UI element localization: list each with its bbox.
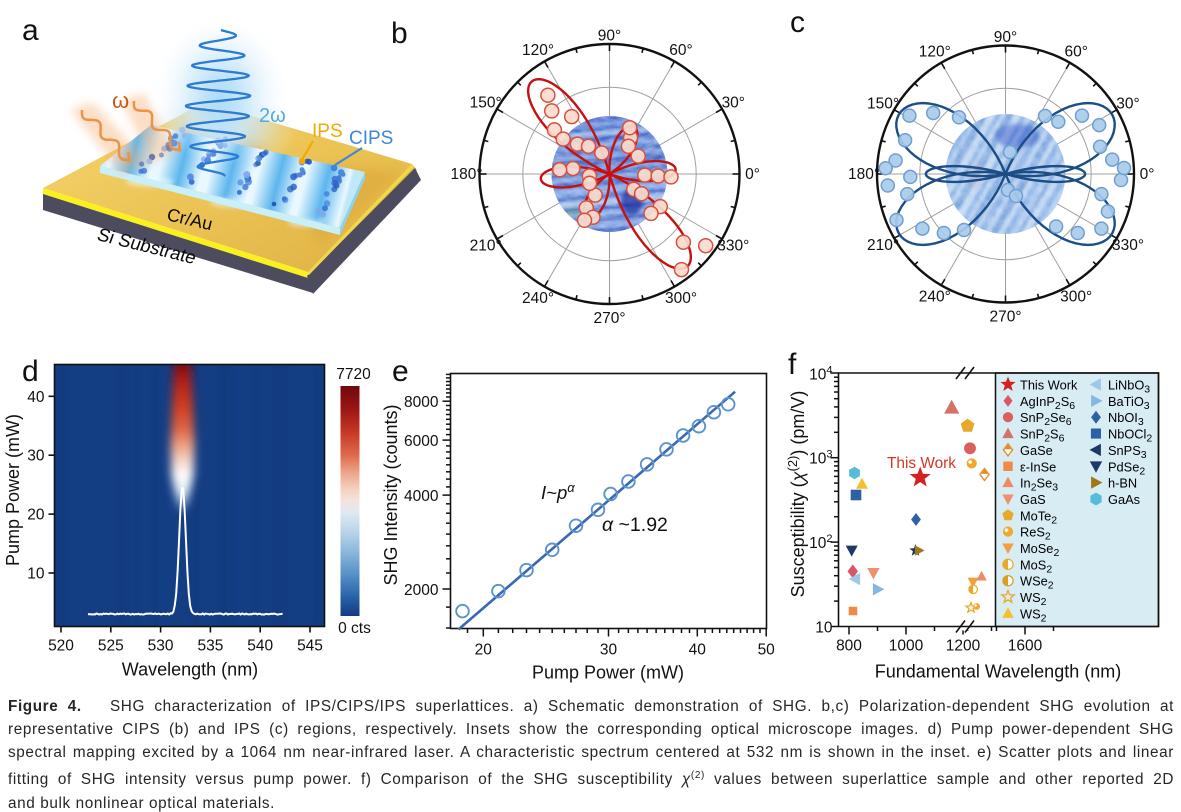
svg-text:ReS2​: ReS2​ — [1020, 525, 1051, 543]
svg-text:ω: ω — [112, 88, 129, 113]
svg-text:60°: 60° — [1064, 44, 1087, 61]
svg-text:60°: 60° — [669, 42, 692, 59]
svg-text:8000: 8000 — [404, 394, 439, 411]
svg-text:0°: 0° — [1140, 166, 1155, 183]
svg-text:PdSe2​: PdSe2​ — [1108, 459, 1145, 477]
svg-text:330°: 330° — [1112, 237, 1144, 254]
svg-text:ε-InSe: ε-InSe — [1020, 459, 1056, 474]
svg-text:This Work: This Work — [1020, 378, 1078, 393]
svg-text:530: 530 — [148, 638, 174, 655]
svg-text:MoTe2​: MoTe2​ — [1020, 508, 1057, 526]
svg-text:50: 50 — [758, 642, 776, 659]
svg-text:2ω: 2ω — [259, 105, 286, 127]
svg-text:GaS: GaS — [1020, 492, 1046, 507]
svg-text:20: 20 — [27, 507, 45, 524]
svg-text:520: 520 — [48, 638, 74, 655]
svg-text:4000: 4000 — [404, 488, 439, 505]
svg-text:30: 30 — [27, 448, 45, 465]
svg-text:NbOCl2​: NbOCl2​ — [1108, 427, 1152, 445]
svg-text:GaSe: GaSe — [1020, 443, 1053, 458]
svg-text:1600: 1600 — [1008, 638, 1043, 655]
svg-text:2000: 2000 — [404, 582, 439, 599]
svg-text:WS2​: WS2​ — [1020, 606, 1047, 624]
svg-text:I~pα: I~pα — [541, 480, 575, 504]
svg-text:c: c — [790, 6, 805, 39]
svg-text:40: 40 — [689, 642, 707, 659]
svg-text:MoS2​: MoS2​ — [1020, 557, 1052, 575]
svg-text:BaTiO3​: BaTiO3​ — [1108, 394, 1150, 412]
svg-text:SHG Intensity (counts): SHG Intensity (counts) — [381, 404, 401, 585]
svg-text:NbOI3​: NbOI3​ — [1108, 410, 1144, 428]
svg-text:210°: 210° — [867, 237, 899, 254]
svg-text:800: 800 — [836, 638, 862, 655]
svg-text:Susceptibility (χ(2)) (pm/V): Susceptibility (χ(2)) (pm/V) — [785, 391, 809, 598]
svg-text:7720: 7720 — [336, 366, 371, 383]
svg-text:270°: 270° — [989, 309, 1021, 326]
svg-text:a: a — [22, 14, 39, 47]
svg-text:SnPS3​: SnPS3​ — [1108, 443, 1147, 461]
svg-text:270°: 270° — [593, 310, 625, 327]
svg-text:240°: 240° — [919, 289, 951, 306]
svg-text:240°: 240° — [522, 290, 554, 307]
svg-text:90°: 90° — [598, 28, 621, 45]
svg-text:30°: 30° — [1116, 95, 1139, 112]
svg-text:30: 30 — [600, 642, 618, 659]
svg-text:180°: 180° — [848, 166, 880, 183]
svg-text:6000: 6000 — [404, 433, 439, 450]
svg-text:GaAs: GaAs — [1108, 492, 1140, 507]
svg-text:WS2​: WS2​ — [1020, 590, 1047, 608]
svg-text:In2​Se3​: In2​Se3​ — [1020, 476, 1058, 494]
svg-text:535: 535 — [197, 638, 223, 655]
svg-text:300°: 300° — [665, 290, 697, 307]
svg-text:545: 545 — [297, 638, 323, 655]
svg-text:300°: 300° — [1060, 289, 1092, 306]
svg-text:IPS: IPS — [312, 121, 343, 142]
svg-text:Pump Power (mW): Pump Power (mW) — [3, 414, 23, 566]
svg-text:MoSe2​: MoSe2​ — [1020, 541, 1059, 559]
svg-text:b: b — [391, 17, 408, 50]
svg-text:AgInP2​S6​: AgInP2​S6​ — [1020, 394, 1075, 412]
svg-text:120°: 120° — [522, 42, 554, 59]
svg-text:α ~1.92: α ~1.92 — [602, 514, 668, 536]
svg-text:90°: 90° — [994, 29, 1017, 46]
svg-text:LiNbO3​: LiNbO3​ — [1108, 378, 1150, 396]
svg-text:150°: 150° — [867, 95, 899, 112]
svg-text:SnP2​Se6​: SnP2​Se6​ — [1020, 410, 1072, 428]
svg-text:150°: 150° — [470, 95, 502, 112]
svg-text:180°: 180° — [450, 166, 482, 183]
svg-text:30°: 30° — [722, 95, 745, 112]
svg-text:1000: 1000 — [889, 638, 924, 655]
svg-text:120°: 120° — [919, 44, 951, 61]
svg-text:e: e — [392, 355, 409, 388]
svg-text:210°: 210° — [470, 238, 502, 255]
svg-text:h-BN: h-BN — [1108, 476, 1137, 491]
svg-text:CIPS: CIPS — [349, 128, 393, 149]
svg-text:SnP2​S6​: SnP2​S6​ — [1020, 427, 1065, 445]
svg-text:525: 525 — [98, 638, 124, 655]
svg-text:This Work: This Work — [887, 455, 956, 472]
svg-text:f: f — [788, 348, 797, 381]
svg-text:Wavelength (nm): Wavelength (nm) — [122, 660, 258, 680]
svg-text:WSe2​: WSe2​ — [1020, 574, 1054, 592]
svg-text:d: d — [22, 355, 39, 388]
svg-text:540: 540 — [247, 638, 273, 655]
svg-text:0°: 0° — [745, 166, 760, 183]
svg-text:10: 10 — [815, 620, 833, 637]
svg-text:Pump Power (mW): Pump Power (mW) — [532, 663, 684, 683]
svg-text:0 cts: 0 cts — [338, 620, 371, 637]
svg-text:1200: 1200 — [946, 638, 981, 655]
svg-text:10: 10 — [27, 566, 45, 583]
svg-text:20: 20 — [475, 642, 493, 659]
svg-text:40: 40 — [27, 389, 45, 406]
svg-text:Fundamental Wavelength (nm): Fundamental Wavelength (nm) — [875, 662, 1121, 682]
svg-text:330°: 330° — [717, 238, 749, 255]
